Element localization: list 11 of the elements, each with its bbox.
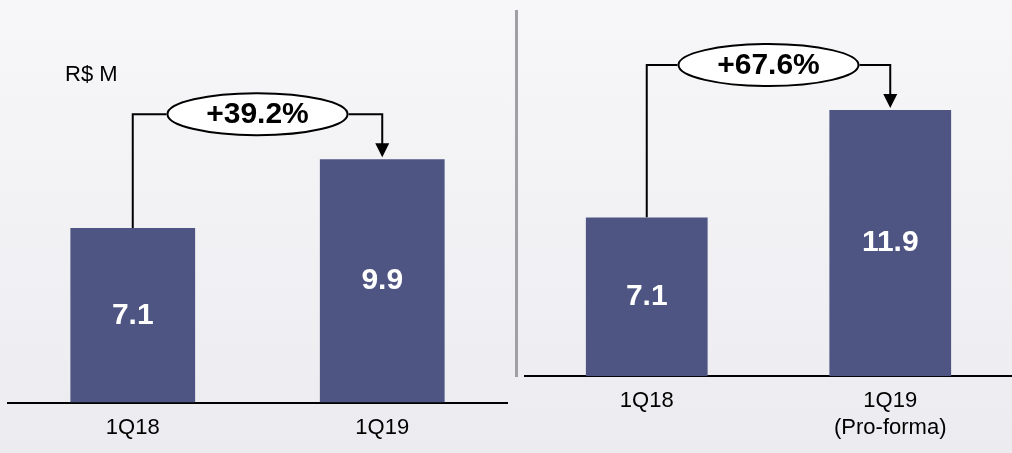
- x-tick-label: 1Q18: [619, 387, 674, 413]
- data-label: 7.1: [625, 278, 668, 312]
- data-label: 7.1: [111, 296, 154, 330]
- text: +67.6%: [717, 47, 820, 81]
- data-label: 11.9: [861, 224, 919, 258]
- x-tick-label: 1Q18: [105, 413, 160, 439]
- y-axis-title: R$ M: [65, 61, 118, 87]
- data-label: 9.9: [361, 262, 404, 296]
- x-tick-label: 1Q19: [355, 413, 410, 439]
- text: +39.2%: [206, 96, 309, 130]
- x-tick-label: 1Q19 (Pro-forma): [834, 387, 947, 439]
